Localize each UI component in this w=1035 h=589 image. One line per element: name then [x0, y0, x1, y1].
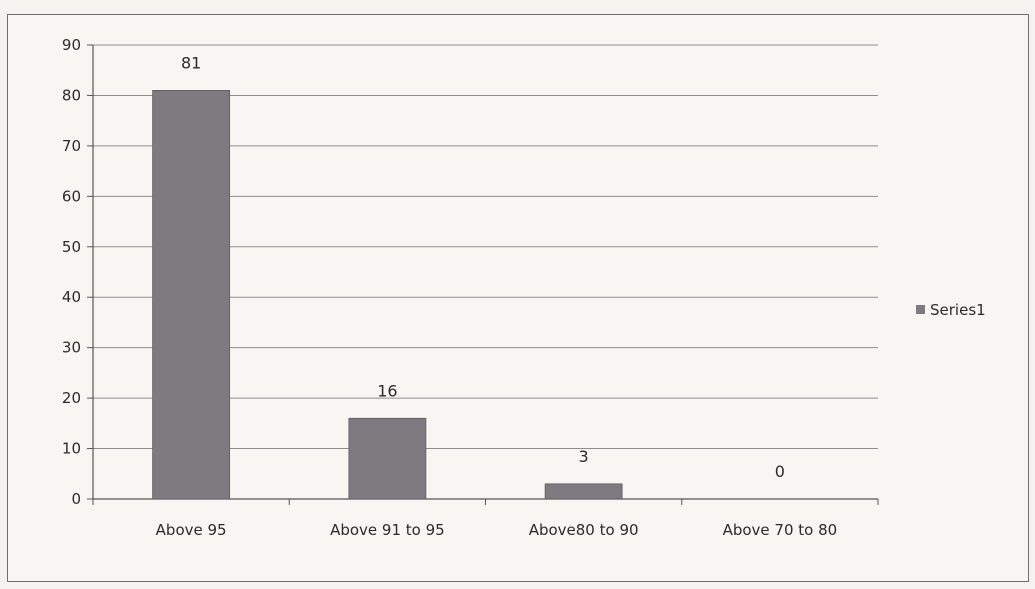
- y-tick-label: 20: [62, 389, 81, 407]
- x-axis: Above 95 Above 91 to 95 Above80 to 90 Above…: [92, 498, 879, 539]
- y-tick-label: 70: [62, 137, 81, 155]
- chart-frame: 0 10 20 30 40 50 60 70 80 90 Above 95 Above 91 to …: [7, 14, 1029, 582]
- y-tick-label: 0: [71, 490, 81, 508]
- bar: [544, 483, 623, 500]
- data-label: 0: [775, 462, 785, 481]
- y-tick-label: 40: [62, 288, 81, 306]
- data-label: 16: [377, 381, 397, 400]
- data-label: 81: [181, 53, 201, 72]
- bar: [152, 90, 231, 500]
- y-tick-label: 80: [62, 86, 81, 104]
- y-tick-label: 30: [62, 339, 81, 357]
- legend-label: Series1: [930, 301, 986, 319]
- y-tick-label: 60: [62, 187, 81, 205]
- y-tick-label: 50: [62, 238, 81, 256]
- x-tick-label: Above 91 to 95: [330, 521, 445, 539]
- y-tick-label: 10: [62, 440, 81, 458]
- legend: Series1: [916, 301, 986, 319]
- y-tick-label: 90: [62, 36, 81, 54]
- x-tick-label: Above 95: [156, 521, 227, 539]
- y-axis: 0 10 20 30 40 50 60 70 80 90: [62, 36, 94, 508]
- legend-swatch: [916, 305, 925, 314]
- data-labels: 81 16 3 0: [181, 53, 785, 481]
- x-tick-label: Above80 to 90: [529, 521, 639, 539]
- bar: [348, 417, 427, 500]
- data-label: 3: [579, 447, 589, 466]
- x-tick-label: Above 70 to 80: [723, 521, 838, 539]
- bars: [152, 90, 623, 500]
